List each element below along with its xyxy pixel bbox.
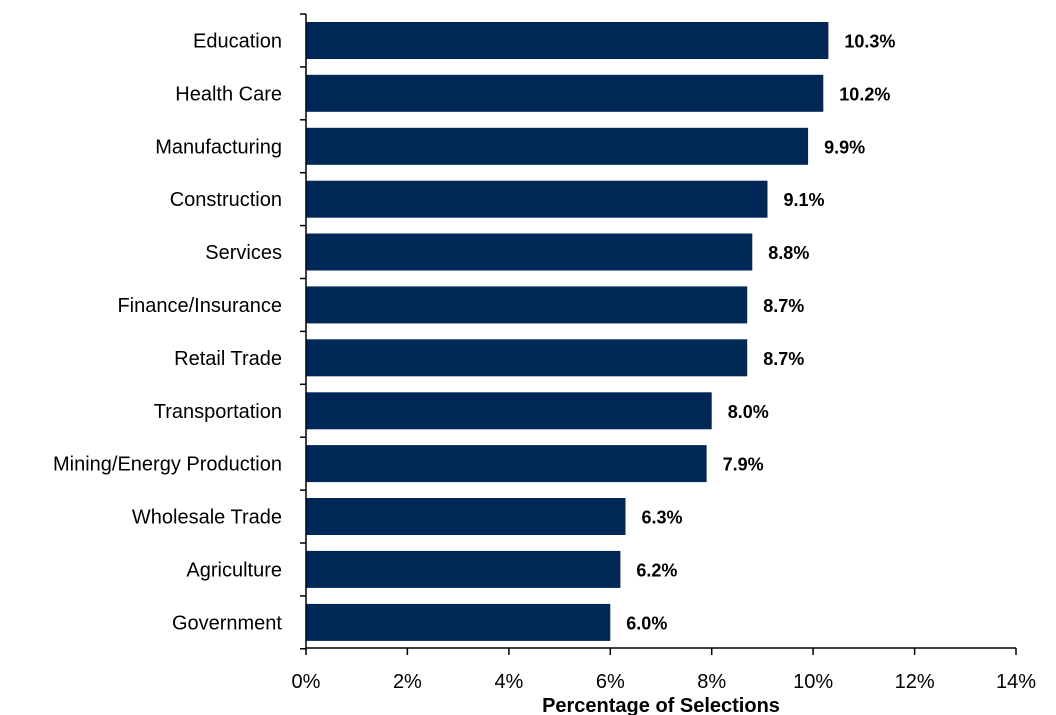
bar-0 bbox=[306, 22, 829, 59]
bar-9 bbox=[306, 498, 626, 535]
data-labels: 10.3% 10.2% 9.9% 9.1% 8.8% 8.7% 8.7% 8.0% 7.9% 6.… bbox=[626, 32, 895, 634]
x-axis-title: Percentage of Selections bbox=[542, 695, 780, 715]
bar-5 bbox=[306, 286, 748, 324]
x-tick-label: 10% bbox=[793, 671, 833, 693]
category-label: Finance/Insurance bbox=[117, 295, 282, 317]
category-label: Agriculture bbox=[186, 559, 282, 581]
x-ticks: 0% 2% 4% 6% 8% 10% 12% 14% bbox=[292, 13, 1036, 693]
data-label: 8.8% bbox=[768, 243, 809, 263]
category-label: Construction bbox=[170, 189, 282, 211]
data-label: 8.7% bbox=[763, 296, 804, 316]
data-label: 7.9% bbox=[723, 455, 764, 475]
category-labels: Education Health Care Manufacturing Constru… bbox=[53, 31, 282, 635]
x-tick-label: 4% bbox=[494, 671, 523, 693]
category-label: Health Care bbox=[175, 83, 282, 105]
bar-2 bbox=[306, 127, 809, 165]
x-tick-label: 14% bbox=[996, 671, 1036, 693]
category-label: Government bbox=[172, 612, 282, 634]
x-tick-label: 6% bbox=[596, 671, 625, 693]
bar-6 bbox=[306, 339, 748, 377]
x-tick-label: 2% bbox=[393, 671, 422, 693]
bar-7 bbox=[306, 392, 712, 430]
bar-8 bbox=[306, 445, 707, 483]
data-label: 8.0% bbox=[728, 402, 769, 422]
x-tick-label: 0% bbox=[292, 671, 321, 693]
data-label: 6.2% bbox=[636, 560, 677, 580]
data-label: 9.1% bbox=[784, 190, 825, 210]
category-label: Manufacturing bbox=[155, 136, 282, 158]
category-label: Services bbox=[205, 242, 282, 264]
data-label: 6.0% bbox=[626, 613, 667, 633]
bar-10 bbox=[306, 550, 621, 588]
data-label: 10.3% bbox=[844, 32, 895, 52]
category-label: Education bbox=[193, 31, 282, 53]
category-label: Retail Trade bbox=[174, 348, 282, 370]
category-label: Wholesale Trade bbox=[132, 507, 282, 529]
bar-3 bbox=[306, 180, 768, 218]
bars-group bbox=[306, 22, 829, 641]
data-label: 10.2% bbox=[839, 84, 890, 104]
data-label: 6.3% bbox=[642, 508, 683, 528]
data-label: 9.9% bbox=[824, 137, 865, 157]
category-label: Mining/Energy Production bbox=[53, 454, 282, 476]
data-label: 8.7% bbox=[763, 349, 804, 369]
bar-1 bbox=[306, 74, 824, 112]
bar-4 bbox=[306, 233, 753, 271]
x-tick-label: 12% bbox=[895, 671, 935, 693]
x-tick-label: 8% bbox=[697, 671, 726, 693]
bar-11 bbox=[306, 603, 611, 641]
category-label: Transportation bbox=[154, 401, 282, 423]
